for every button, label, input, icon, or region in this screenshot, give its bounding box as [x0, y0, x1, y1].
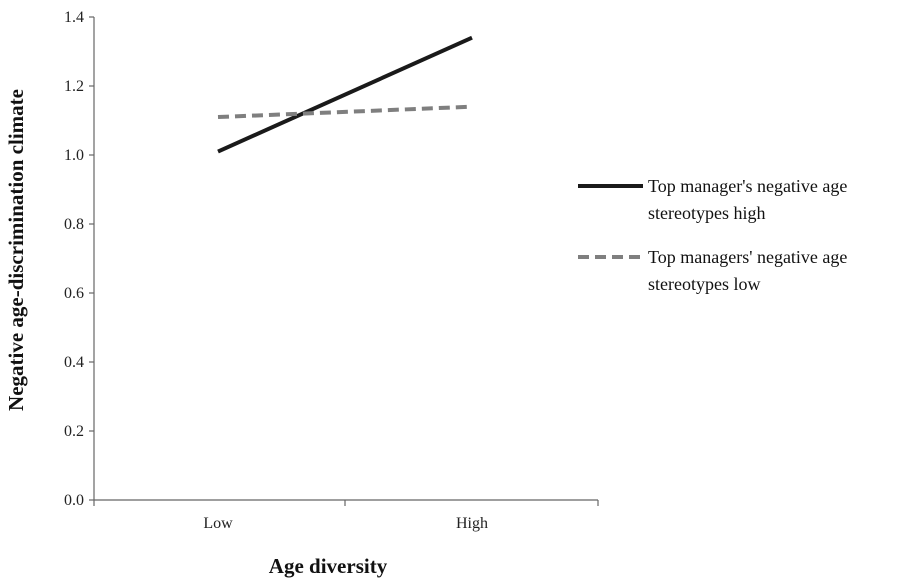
- x-tick-label: Low: [203, 515, 233, 532]
- y-tick-label: 1.0: [64, 147, 84, 164]
- y-tick-label: 1.2: [64, 78, 84, 95]
- legend-label-2: stereotypes low: [648, 274, 760, 294]
- series-line-2: [217, 104, 473, 120]
- y-axis-title: Negative age-discrimination climate: [4, 89, 28, 411]
- series-line-1: [217, 35, 473, 154]
- y-tick-labels: 0.0 0.2 0.4 0.6 0.8 1.0 1.2 1.4: [64, 9, 84, 509]
- y-tick-label: 0.6: [64, 285, 84, 302]
- legend-label-1: Top manager's negative age: [648, 176, 847, 196]
- legend-label-1: stereotypes high: [648, 203, 765, 223]
- y-tick-label: 0.4: [64, 354, 84, 371]
- legend-label-2: Top managers' negative age: [648, 247, 847, 267]
- y-tick-label: 0.0: [64, 492, 84, 509]
- legend: Top manager's negative age stereotypes hi…: [578, 176, 847, 294]
- y-tick-label: 0.2: [64, 423, 84, 440]
- x-tick-labels: Low High: [203, 515, 488, 532]
- x-tick-label: High: [456, 515, 488, 532]
- series-lines: [217, 35, 473, 154]
- y-tick-label: 0.8: [64, 216, 84, 233]
- x-axis-title: Age diversity: [269, 554, 388, 578]
- y-tick-label: 1.4: [64, 9, 84, 26]
- chart-axes: [89, 16, 599, 506]
